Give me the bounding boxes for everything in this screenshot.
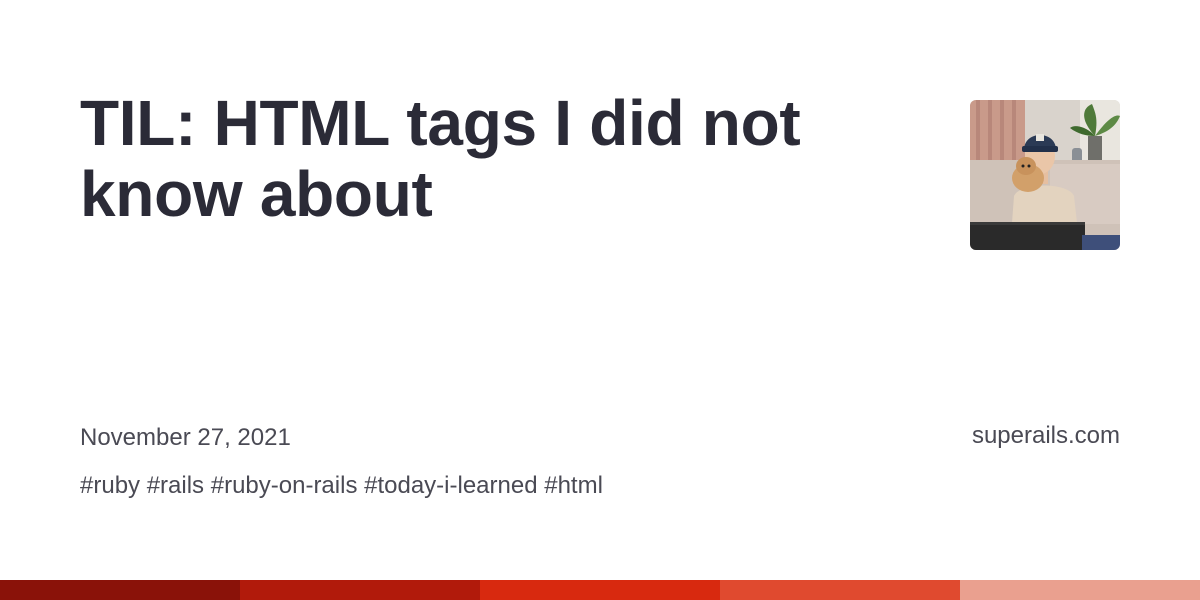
stripe-segment bbox=[0, 580, 240, 600]
stripe-segment bbox=[240, 580, 480, 600]
stripe-segment bbox=[480, 580, 720, 600]
color-stripe bbox=[0, 580, 1200, 600]
post-date: November 27, 2021 bbox=[80, 424, 291, 451]
stripe-segment bbox=[960, 580, 1200, 600]
site-link[interactable]: superails.com bbox=[971, 422, 1120, 449]
author-photo-icon bbox=[970, 100, 1120, 250]
post-title: TIL: HTML tags I did not know about bbox=[80, 87, 801, 230]
post-tags: #ruby #rails #ruby-on-rails #today-i-lea… bbox=[80, 472, 603, 499]
author-avatar bbox=[970, 100, 1120, 250]
stripe-segment bbox=[720, 580, 960, 600]
